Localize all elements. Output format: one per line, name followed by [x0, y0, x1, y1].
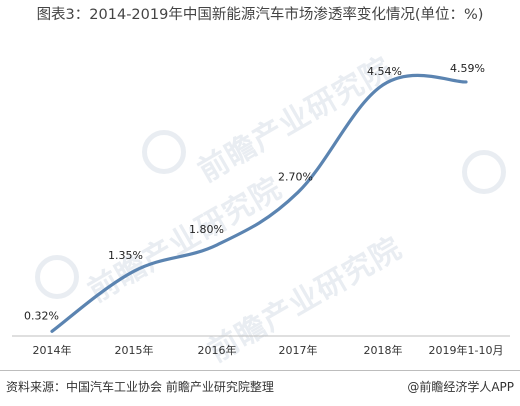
x-tick-label: 2016年	[198, 343, 237, 357]
line-chart: 2014年 2015年 2016年 2017年 2018年 2019年1-10月 0.32…	[12, 62, 510, 357]
data-label: 4.54%	[367, 65, 402, 78]
data-label: 2.70%	[278, 170, 313, 183]
chart-title: 图表3：2014-2019年中国新能源汽车市场渗透率变化情况(单位：%)	[36, 7, 484, 23]
series-line	[50, 73, 468, 333]
source-note: 资料来源：中国汽车工业协会 前瞻产业研究院整理	[6, 380, 274, 394]
data-label: 4.59%	[450, 62, 485, 75]
footer-divider	[0, 370, 520, 371]
data-label: 1.35%	[108, 249, 143, 262]
data-label: 1.80%	[189, 223, 224, 236]
x-tick-label: 2017年	[279, 343, 318, 357]
data-label: 0.32%	[24, 309, 59, 322]
x-tick-label: 2015年	[115, 343, 154, 357]
x-tick-label: 2019年1-10月	[429, 343, 504, 357]
x-tick-label: 2018年	[364, 343, 403, 357]
brand-credit: @前瞻经济学人APP	[407, 380, 514, 394]
x-tick-label: 2014年	[33, 343, 72, 357]
